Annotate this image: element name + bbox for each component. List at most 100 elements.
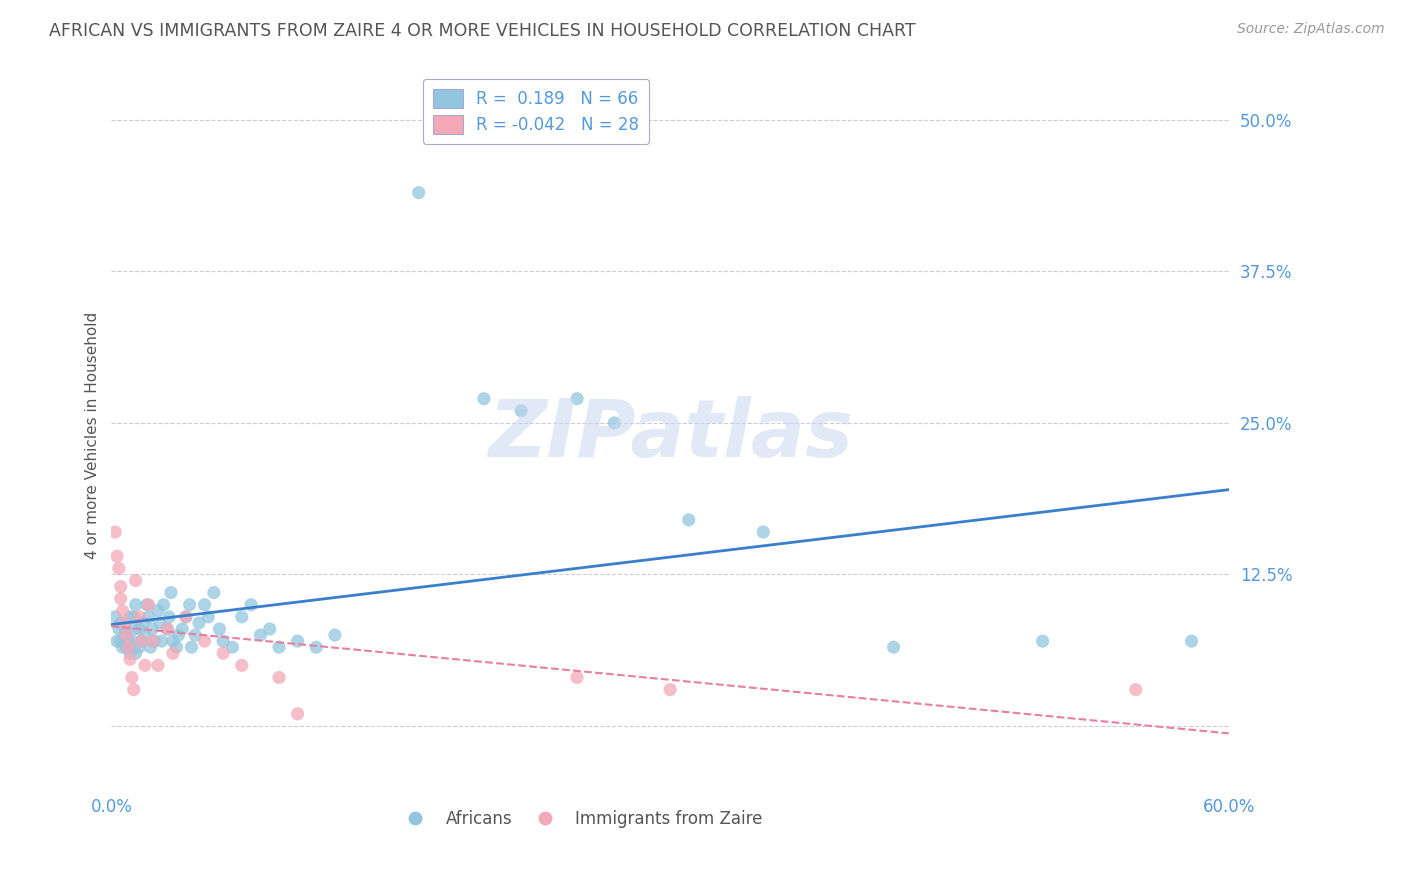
Point [287, 634, 309, 648]
Text: AFRICAN VS IMMIGRANTS FROM ZAIRE 4 OR MORE VEHICLES IN HOUSEHOLD CORRELATION CHA: AFRICAN VS IMMIGRANTS FROM ZAIRE 4 OR MO… [49, 22, 915, 40]
Point [179, 598, 201, 612]
Point [114, 615, 136, 630]
Point [124, 574, 146, 588]
Point [139, 640, 162, 655]
Point [111, 604, 134, 618]
Point [1125, 682, 1147, 697]
Point [678, 513, 700, 527]
Point [128, 610, 150, 624]
Point [141, 634, 163, 648]
Point [174, 610, 197, 624]
Point [104, 524, 127, 539]
Point [249, 628, 271, 642]
Point [124, 598, 146, 612]
Point [110, 580, 132, 594]
Point [146, 604, 169, 618]
Point [108, 561, 131, 575]
Text: Source: ZipAtlas.com: Source: ZipAtlas.com [1237, 22, 1385, 37]
Legend: Africans, Immigrants from Zaire: Africans, Immigrants from Zaire [392, 803, 769, 834]
Point [124, 646, 146, 660]
Point [197, 610, 219, 624]
Point [149, 615, 172, 630]
Point [143, 634, 166, 648]
Point [122, 610, 145, 624]
Point [1032, 634, 1054, 648]
Point [1181, 634, 1204, 648]
Point [212, 646, 235, 660]
Point [752, 524, 775, 539]
Point [883, 640, 905, 655]
Point [408, 186, 430, 200]
Point [104, 610, 127, 624]
Point [132, 615, 155, 630]
Point [305, 640, 328, 655]
Point [129, 634, 152, 648]
Point [172, 622, 194, 636]
Point [510, 404, 533, 418]
Point [156, 622, 179, 636]
Y-axis label: 4 or more Vehicles in Household: 4 or more Vehicles in Household [86, 311, 100, 558]
Point [117, 640, 139, 655]
Point [212, 634, 235, 648]
Text: ZIPatlas: ZIPatlas [488, 396, 852, 474]
Point [114, 628, 136, 642]
Point [156, 622, 179, 636]
Point [138, 598, 160, 612]
Point [121, 634, 143, 648]
Point [128, 640, 150, 655]
Point [152, 598, 174, 612]
Point [118, 646, 141, 660]
Point [150, 634, 173, 648]
Point [157, 610, 180, 624]
Point [138, 610, 160, 624]
Point [202, 585, 225, 599]
Point [193, 598, 215, 612]
Point [146, 658, 169, 673]
Point [129, 634, 152, 648]
Point [167, 628, 190, 642]
Point [134, 628, 156, 642]
Point [221, 640, 243, 655]
Point [166, 640, 188, 655]
Point [122, 682, 145, 697]
Point [115, 640, 138, 655]
Point [162, 634, 184, 648]
Point [259, 622, 281, 636]
Point [323, 628, 346, 642]
Point [267, 671, 290, 685]
Point [117, 634, 139, 648]
Point [108, 622, 131, 636]
Point [115, 628, 138, 642]
Point [472, 392, 495, 406]
Point [208, 622, 231, 636]
Point [287, 706, 309, 721]
Point [110, 591, 132, 606]
Point [118, 652, 141, 666]
Point [267, 640, 290, 655]
Point [565, 392, 588, 406]
Point [134, 658, 156, 673]
Point [174, 610, 197, 624]
Point [160, 585, 183, 599]
Point [135, 598, 157, 612]
Point [121, 671, 143, 685]
Point [193, 634, 215, 648]
Point [115, 622, 138, 636]
Point [110, 634, 132, 648]
Point [128, 622, 150, 636]
Point [184, 628, 207, 642]
Point [110, 615, 132, 630]
Point [141, 622, 163, 636]
Point [111, 640, 134, 655]
Point [240, 598, 263, 612]
Point [603, 416, 626, 430]
Point [565, 671, 588, 685]
Point [659, 682, 682, 697]
Point [231, 610, 253, 624]
Point [118, 610, 141, 624]
Point [105, 634, 128, 648]
Point [122, 622, 145, 636]
Point [231, 658, 253, 673]
Point [105, 549, 128, 564]
Point [180, 640, 202, 655]
